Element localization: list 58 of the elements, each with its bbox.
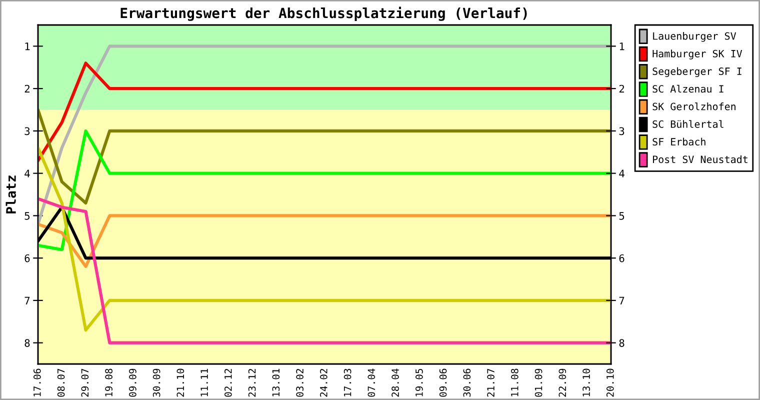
line-series — [38, 129, 611, 252]
y2-tick-label: 3 — [619, 127, 624, 136]
y-axis-title: Platz — [6, 176, 16, 214]
x-tick-label: 13.01 — [272, 368, 280, 396]
y2-tick-label: 1 — [620, 42, 624, 50]
x-tick-label: 19.08 — [105, 368, 112, 396]
y-tick-label: 5 — [24, 212, 30, 220]
x-tick-label: 07.04 — [368, 368, 376, 397]
y2-tick-label: 5 — [619, 212, 624, 220]
x-tick-label: 30.06 — [463, 368, 471, 397]
legend-label: SK Gerolzhofen — [652, 102, 736, 110]
x-tick-label: 17.06 — [33, 368, 41, 396]
x-tick-label: 11.11 — [200, 368, 208, 396]
x-tick-label: 13.10 — [582, 368, 590, 396]
legend-label: Lauenburger SV — [653, 32, 736, 42]
x-tick-label: 02.12 — [224, 368, 232, 397]
x-tick-label: 17.03 — [344, 368, 352, 396]
x-tick-label: 09.09 — [128, 368, 136, 397]
x-tick-label: 03.02 — [296, 368, 304, 397]
x-tick-label: 21.07 — [487, 368, 494, 397]
legend-label: SC Bühlertal — [652, 120, 724, 128]
line-series — [38, 146, 611, 332]
y-tick-label: 6 — [24, 254, 30, 262]
x-tick-label: 29.07 — [81, 368, 89, 397]
y2-tick-label: 7 — [619, 296, 624, 304]
y-tick-label: 7 — [24, 296, 30, 304]
x-tick-label: 20.10 — [606, 368, 614, 397]
legend-label: Post SV Neustadt — [653, 155, 748, 164]
y2-tick-label: 8 — [619, 339, 624, 347]
legend-label: Segeberger SF I — [652, 67, 742, 78]
legend-label: SC Alzenau I — [652, 84, 724, 93]
x-tick-label: 19.05 — [415, 368, 423, 396]
x-tick-label: 21.10 — [176, 368, 184, 397]
x-tick-label: 22.09 — [558, 368, 566, 397]
x-tick-label: 01.09 — [534, 368, 542, 397]
x-tick-label: 24.02 — [320, 368, 328, 397]
y-tick-label: 8 — [24, 339, 30, 347]
y2-tick-label: 6 — [619, 254, 624, 262]
line-series — [38, 214, 611, 268]
chart-title: Erwartungswert der Abschlussplatzierung (Verlauf) — [120, 6, 527, 21]
line-series — [38, 44, 611, 226]
x-tick-label: 08.07 — [57, 368, 65, 397]
y-tick-label: 2 — [24, 84, 30, 93]
y-tick-label: 1 — [25, 42, 30, 50]
line-series — [38, 197, 611, 344]
line-series — [38, 62, 611, 162]
x-tick-label: 30.09 — [152, 368, 160, 397]
legend-label: Hamburger SK IV — [652, 50, 742, 60]
x-tick-label: 23.12 — [248, 368, 256, 397]
line-series — [38, 108, 611, 205]
x-tick-label: 11.08 — [510, 368, 518, 396]
y2-tick-label: 2 — [619, 84, 624, 93]
y-tick-label: 3 — [24, 127, 30, 136]
y-tick-label: 4 — [24, 170, 30, 178]
x-tick-label: 28.04 — [392, 368, 399, 397]
legend-label: SF Erbach — [652, 138, 706, 146]
x-tick-label: 09.06 — [439, 368, 447, 397]
y2-tick-label: 4 — [619, 170, 624, 178]
